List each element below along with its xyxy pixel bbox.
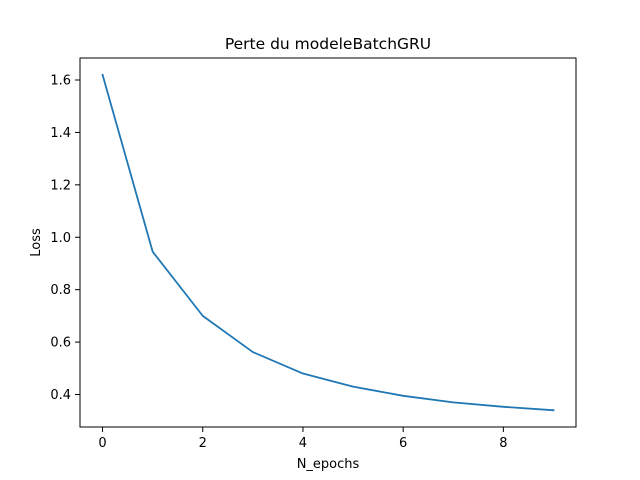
series-layer [101,73,555,412]
x-tick-label: 6 [399,436,407,451]
y-tick-label: 0.6 [50,336,71,351]
y-tick-label: 1.6 [50,74,71,89]
y-tick-label: 1.0 [50,231,71,246]
x-tick-label: 0 [98,436,106,451]
x-axis-ticks: 0 2 4 6 8 [98,427,507,451]
y-tick-label: 0.4 [50,388,71,403]
chart-title: Perte du modeleBatchGRU [225,35,431,53]
y-tick-label: 1.2 [50,178,71,193]
loss-series-line [101,73,555,412]
x-tick-label: 4 [299,436,307,451]
y-tick-label: 1.4 [50,126,71,141]
plot-area: 0 2 4 6 8 0.4 0.6 0.8 1.0 1.2 1.4 1.6 [50,57,577,451]
x-tick-label: 8 [499,436,507,451]
x-axis-label: N_epochs [297,457,360,472]
y-axis-label: Loss [29,228,44,257]
y-tick-label: 0.8 [50,283,71,298]
x-tick-label: 2 [199,436,207,451]
y-axis-ticks: 0.4 0.6 0.8 1.0 1.2 1.4 1.6 [50,74,80,403]
plot-frame [79,57,577,428]
